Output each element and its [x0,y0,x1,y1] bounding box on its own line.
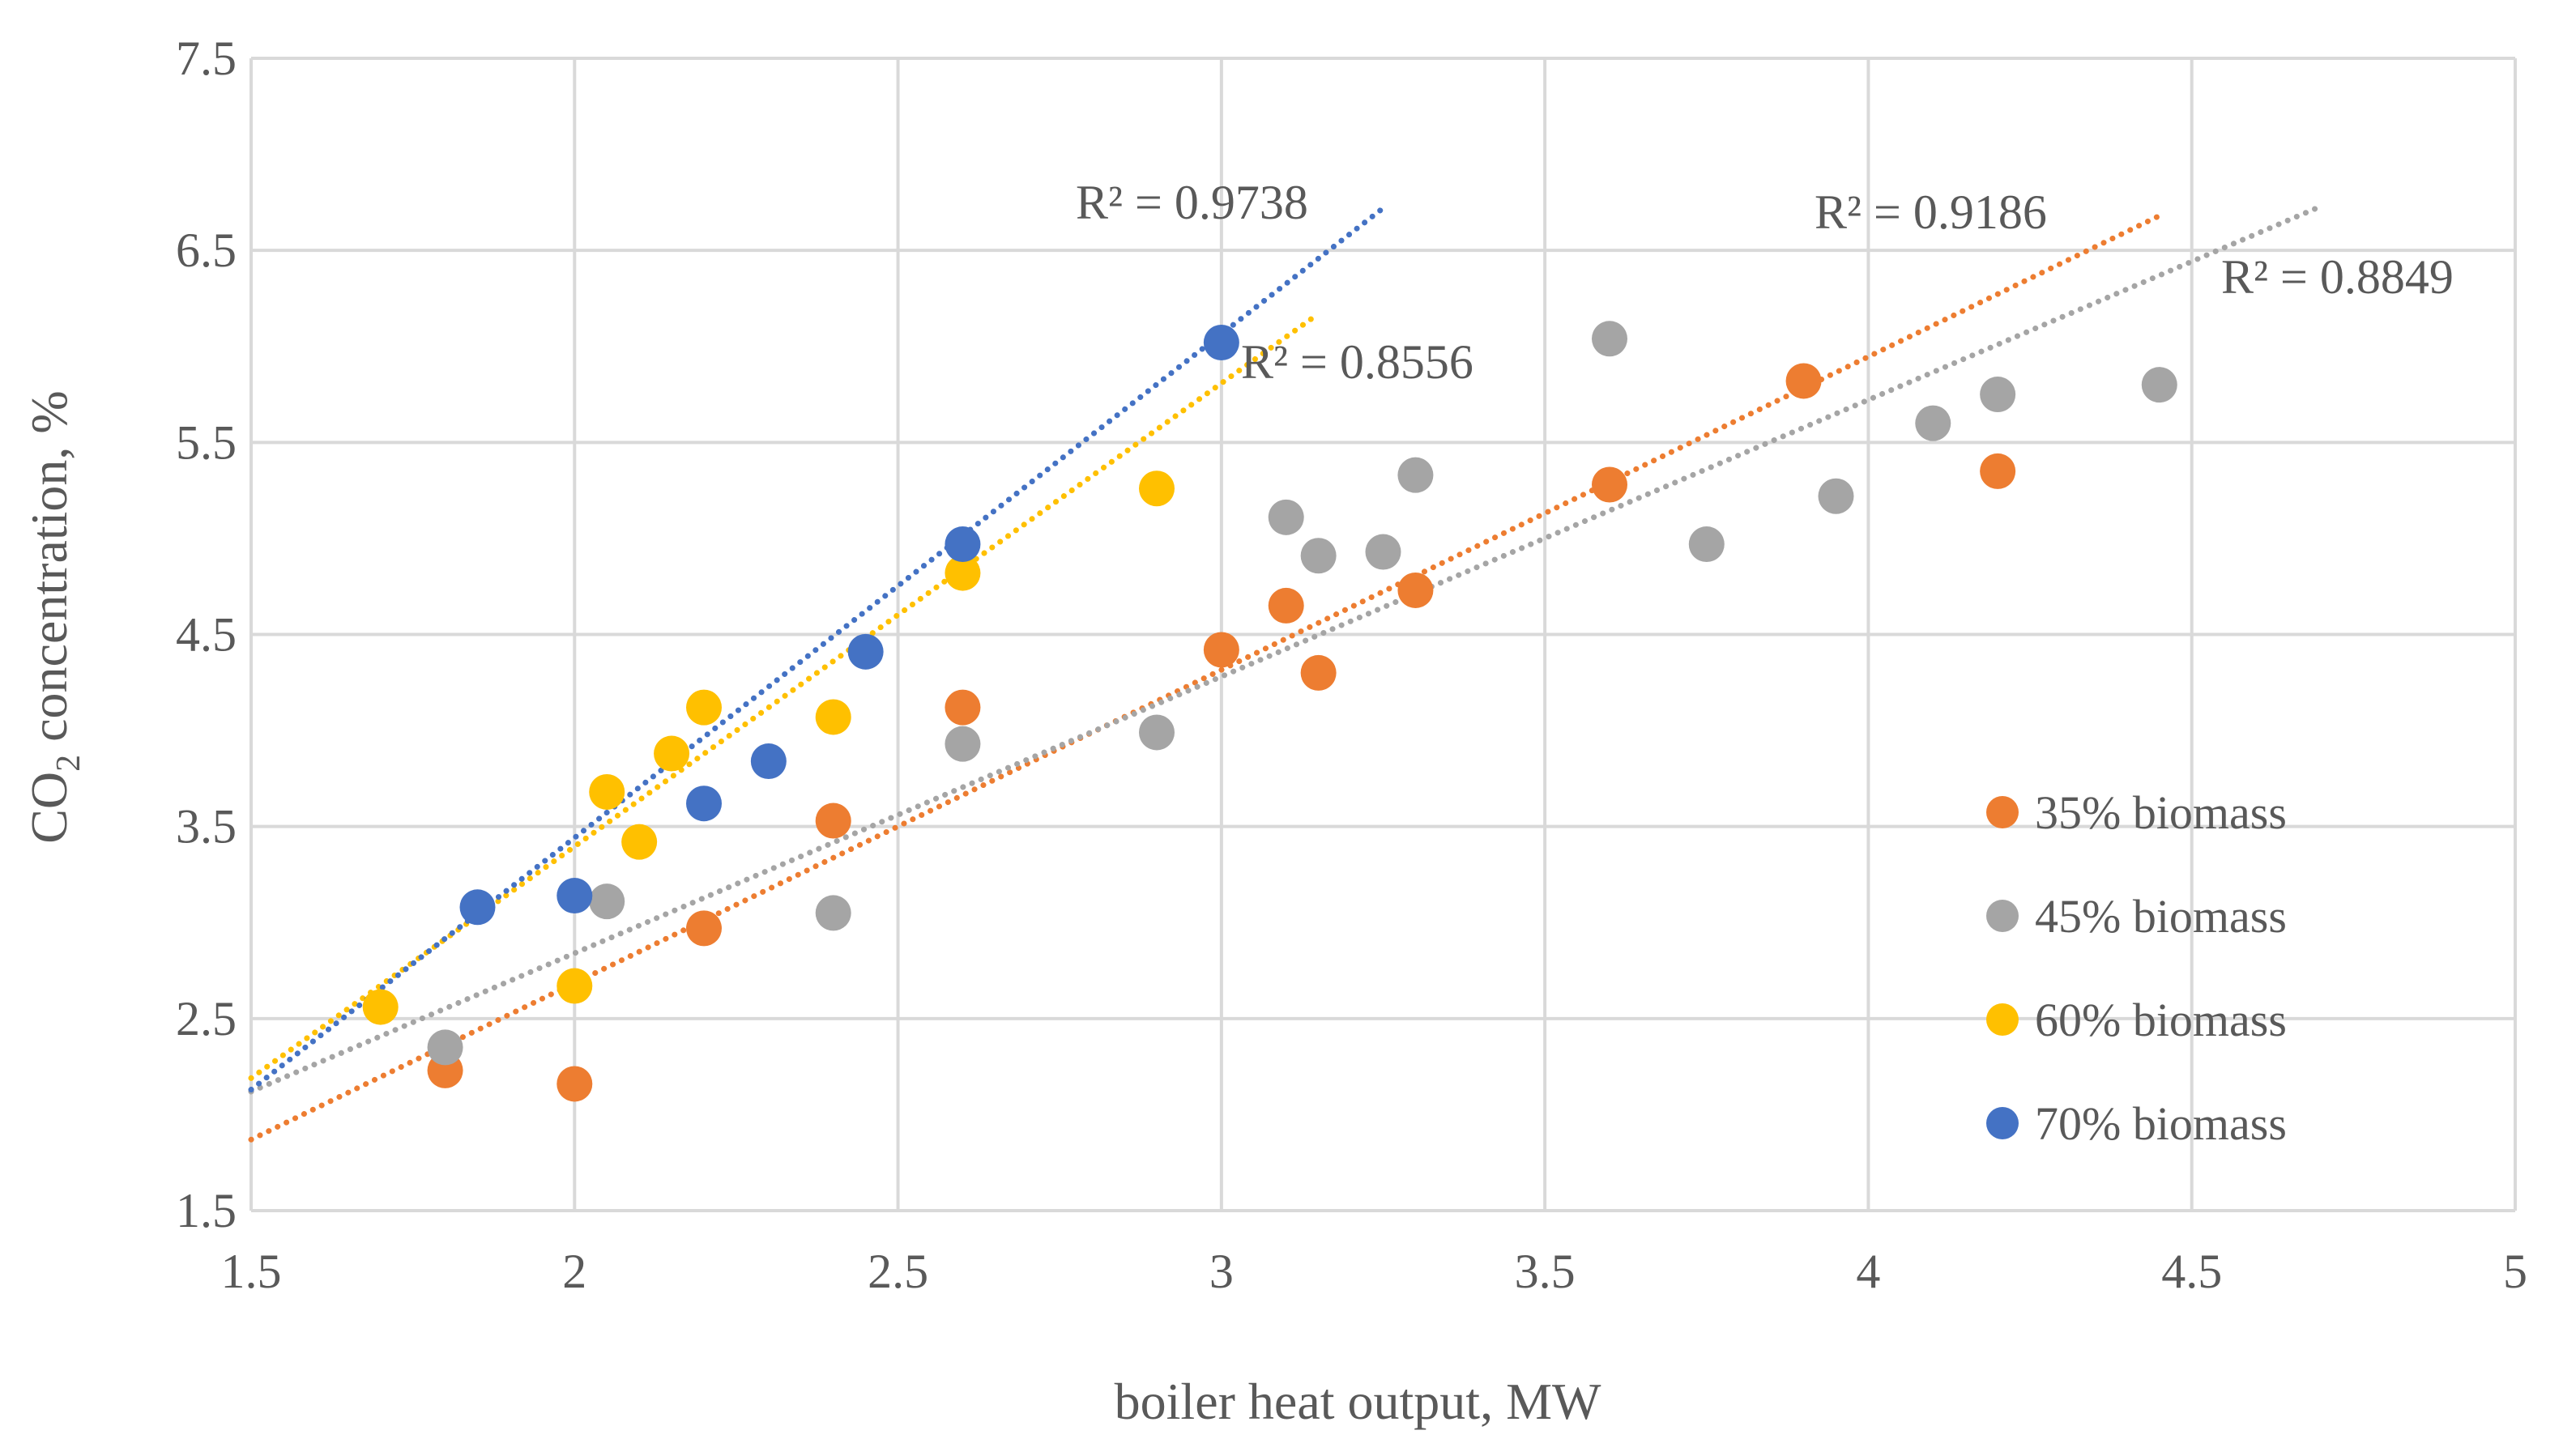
data-point [1980,377,2016,413]
data-point [589,883,625,920]
data-point [1397,457,1434,493]
x-tick-label: 2.5 [868,1245,928,1298]
data-point [1203,325,1239,361]
r2-label: R² = 0.8556 [1241,335,1473,389]
x-tick-label: 3.5 [1515,1245,1576,1298]
data-point [589,773,625,810]
legend-marker [1986,796,2019,828]
data-point [557,968,593,1004]
y-tick-label: 3.5 [176,800,237,854]
legend-label: 60% biomass [2035,994,2287,1046]
data-point [1688,526,1725,563]
grid [249,57,2517,1212]
trendline [248,203,2324,1095]
legend-label: 70% biomass [2035,1097,2287,1150]
data-point [1818,478,1854,514]
x-tick-label: 1.5 [221,1245,282,1298]
data-points [362,321,2177,1102]
data-point [1397,572,1434,608]
data-point [1980,453,2016,489]
y-axis-title: CO2 concentration, % [20,390,87,844]
y-tick-label: 5.5 [176,415,237,469]
data-point [621,824,658,860]
x-tick-label: 4.5 [2161,1245,2222,1298]
trendline [248,310,1322,1081]
data-point [1592,466,1627,503]
tick-labels: 1.5 2 2.5 3 3.5 4 4.5 5 1.5 2.5 3.5 4.5 5.5 6.5 7.5 [176,32,2527,1298]
r2-label: R² = 0.9186 [1815,185,2047,239]
data-point [1268,587,1304,624]
data-point [686,910,722,947]
data-point [1785,363,1822,399]
r2-labels: R² = 0.9186 R² = 0.8849 R² = 0.8556 R² = 0.… [1076,176,2454,389]
legend-label: 45% biomass [2035,890,2287,943]
data-point [815,699,851,735]
x-tick-label: 3 [1209,1245,1234,1298]
y-tick-label: 6.5 [176,224,237,277]
data-point [1915,405,1951,441]
data-point [459,889,496,926]
r2-label: R² = 0.9738 [1076,176,1308,229]
trendline [248,205,1386,1093]
data-point [1365,534,1401,570]
data-point [686,689,722,726]
data-point [945,526,981,563]
data-point [557,878,593,914]
data-point [847,633,884,670]
data-point [654,735,690,772]
data-point [1300,538,1337,574]
data-point [427,1029,463,1066]
data-point [1300,654,1337,691]
data-point [686,785,722,822]
y-tick-label: 4.5 [176,608,237,662]
data-point [945,689,981,726]
x-tick-label: 4 [1856,1245,1880,1298]
data-point [1203,632,1239,668]
legend-marker [1986,1003,2019,1036]
legend-label: 35% biomass [2035,786,2287,839]
legend-marker [1986,900,2019,932]
data-point [750,743,787,780]
data-point [1268,499,1304,535]
data-point [557,1066,593,1102]
y-tick-label: 1.5 [176,1184,237,1237]
x-axis-title: boiler heat output, MW [1115,1373,1601,1430]
y-tick-label: 2.5 [176,992,237,1045]
legend-marker [1986,1107,2019,1139]
legend: 35% biomass 45% biomass 60% biomass 70% bio… [1986,786,2287,1150]
data-point [945,555,981,591]
trendline [248,212,2163,1143]
data-point [1139,470,1175,507]
data-point [815,895,851,931]
data-point [362,989,399,1025]
data-point [2141,367,2177,403]
data-point [815,803,851,839]
data-point [1139,714,1175,751]
y-tick-label: 7.5 [176,32,237,85]
data-point [945,726,981,762]
x-tick-label: 5 [2503,1245,2527,1298]
r2-label: R² = 0.8849 [2221,250,2454,304]
data-point [1592,321,1627,357]
x-tick-label: 2 [562,1245,586,1298]
